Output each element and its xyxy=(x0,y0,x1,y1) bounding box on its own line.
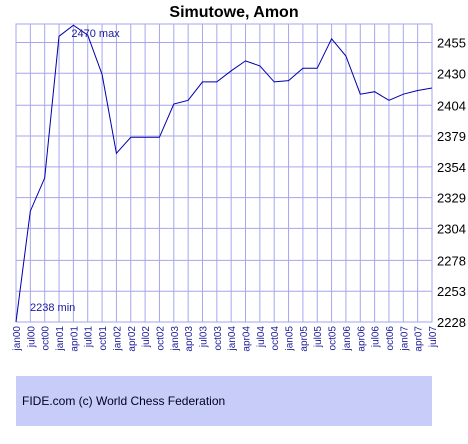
x-tick-label: jan05 xyxy=(285,326,296,352)
x-tick-label: jul06 xyxy=(371,326,382,349)
x-tick-label: jan02 xyxy=(112,326,123,352)
y-tick-label: 2430 xyxy=(437,66,466,81)
x-tick-label: jul04 xyxy=(256,326,267,349)
x-tick-label: apr04 xyxy=(242,326,253,352)
x-tick-label: oct01 xyxy=(98,326,109,351)
x-tick-label: apr01 xyxy=(69,326,80,352)
x-tick-label: jan04 xyxy=(227,326,238,352)
x-tick-label: apr03 xyxy=(184,326,195,352)
y-tick-label: 2278 xyxy=(437,253,466,268)
y-tick-label: 2455 xyxy=(437,35,466,50)
x-tick-label: jan03 xyxy=(170,326,181,352)
x-tick-label: jul07 xyxy=(428,326,439,349)
x-tick-label: apr06 xyxy=(356,326,367,352)
x-tick-label: oct02 xyxy=(155,326,166,351)
x-tick-label: jan06 xyxy=(342,326,353,352)
footer-band xyxy=(16,376,432,426)
x-tick-label: apr05 xyxy=(299,326,310,352)
copyright-footer: FIDE.com (c) World Chess Federation xyxy=(22,394,226,408)
x-tick-label: apr07 xyxy=(414,326,425,352)
x-tick-label: oct00 xyxy=(41,326,52,351)
x-tick-label: oct06 xyxy=(385,326,396,351)
x-tick-label: oct03 xyxy=(213,326,224,351)
x-tick-label: jan01 xyxy=(55,326,66,352)
max-annotation: 2470 max xyxy=(71,28,120,40)
rating-series-line xyxy=(15,24,433,323)
x-tick-labels: jan00 jul00 oct00 jan01 apr01 jul01 oct01 jan02… xyxy=(12,326,439,352)
x-tick-label: jul02 xyxy=(141,326,152,349)
x-tick-label: apr02 xyxy=(127,326,138,352)
y-tick-label: 2404 xyxy=(437,98,466,113)
min-annotation: 2238 min xyxy=(30,302,75,314)
x-tick-label: jul05 xyxy=(313,326,324,349)
x-tick-label: jan07 xyxy=(399,326,410,352)
y-tick-label: 2329 xyxy=(437,191,466,206)
y-tick-label: 2304 xyxy=(437,221,466,236)
chart-title: Simutowe, Amon xyxy=(169,4,299,21)
y-tick-label: 2379 xyxy=(437,129,466,144)
y-tick-label: 2354 xyxy=(437,160,466,175)
plot-area xyxy=(16,24,432,322)
x-tick-label: jul03 xyxy=(198,326,209,349)
x-tick-label: oct04 xyxy=(270,326,281,351)
y-tick-labels: 2228 2253 2278 2304 2329 2354 2379 2404 2430 2455 xyxy=(437,35,466,330)
x-tick-label: jul00 xyxy=(26,326,37,349)
y-tick-label: 2228 xyxy=(437,315,466,330)
x-tick-label: jul01 xyxy=(84,326,95,349)
x-tick-label: jan00 xyxy=(12,326,23,352)
x-tick-label: oct05 xyxy=(328,326,339,351)
y-tick-label: 2253 xyxy=(437,284,466,299)
plot-frame xyxy=(15,23,433,323)
